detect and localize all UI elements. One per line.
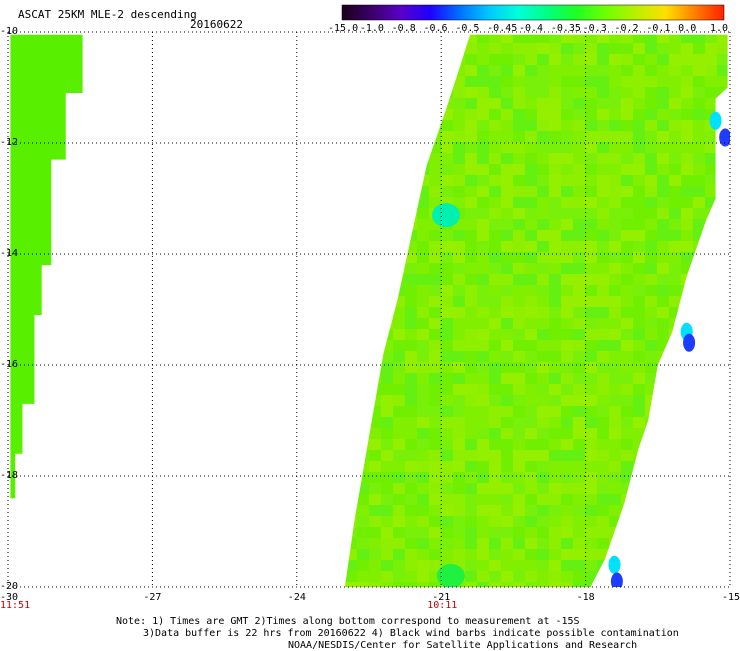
swath-texture [344,34,728,587]
time-label: 11:51 [0,600,31,611]
cyan-patch-south [608,555,621,574]
colorbar-label: -0.8 [391,23,416,34]
note-line-2: 3)Data buffer is 22 hrs from 20160622 4)… [143,628,679,639]
cyan-patch-east-edge-north [709,111,722,130]
colorbar-label: 1.0 [710,23,729,34]
colorbar-label: -1.0 [359,23,384,34]
note-line-3: NOAA/NESDIS/Center for Satellite Applica… [288,640,638,651]
colorbar-label: -0.45 [487,23,518,34]
latitude-label: -16 [0,359,19,370]
colorbar-label: -15.0 [328,23,359,34]
longitude-label: -21 [432,592,451,603]
time-label: 10:11 [427,600,458,611]
green-patch-south-band [436,563,465,587]
latitude-label: -12 [0,137,19,148]
note-line-1: Note: 1) Times are GMT 2)Times along bot… [116,616,580,627]
colorbar-label: -0.6 [423,23,448,34]
swath-layer [10,34,730,587]
latitude-label: -18 [0,470,19,481]
colorbar-label: -0.3 [582,23,607,34]
colorbar-label: -0.1 [646,23,671,34]
swath-west [10,34,83,499]
colorbar-label: -0.4 [519,23,544,34]
cyan-patch-west-swath [432,203,461,228]
latitude-label: -14 [0,248,19,259]
map-title: ASCAT 25KM MLE-2 descending [18,8,197,21]
longitude-label: -30 [0,592,19,603]
map-date: 20160622 [190,18,243,31]
colorbar [341,4,725,21]
latitude-label: -20 [0,581,19,592]
blue-patch-mid-east [683,333,696,352]
longitude-label: -18 [576,592,595,603]
grid-layer [7,31,731,588]
colorbar-label: -0.5 [455,23,480,34]
longitude-label: -15 [722,592,740,603]
blue-patch-south [610,572,623,587]
longitude-label: -24 [287,592,306,603]
colorbar-label: -0.2 [614,23,639,34]
latitude-label: -10 [0,26,19,37]
blue-patch-east-edge-north [719,128,730,147]
colorbar-label: 0.0 [678,23,697,34]
longitude-label: -27 [143,592,162,603]
colorbar-label: -0.35 [550,23,581,34]
